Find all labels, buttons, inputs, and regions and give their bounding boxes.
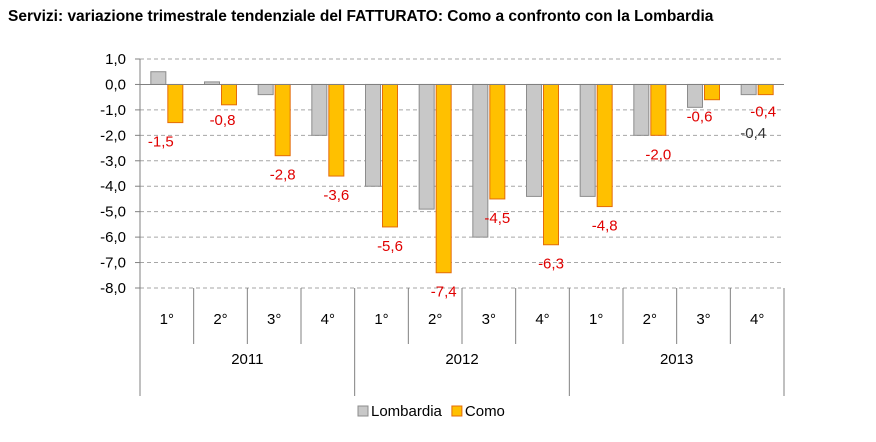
bar-lombardia — [418, 83, 435, 210]
bars-layer — [150, 71, 774, 274]
y-tick-label: 0,0 — [105, 76, 126, 93]
data-label: -2,0 — [645, 146, 671, 163]
bar-como — [489, 83, 506, 200]
y-tick-label: -6,0 — [100, 229, 126, 246]
y-tick-label: -7,0 — [100, 255, 126, 272]
x-tick-label: 4° — [321, 311, 335, 328]
data-label: -5,6 — [377, 238, 403, 255]
x-tick-label: 1° — [374, 311, 388, 328]
bar-como — [328, 83, 345, 177]
legend-label-como: Como — [465, 403, 505, 420]
bar-lombardia — [740, 83, 757, 96]
x-tick-label: 4° — [750, 311, 764, 328]
data-label: -1,5 — [148, 134, 174, 151]
x-tick-label: 2° — [213, 311, 227, 328]
data-label: -4,8 — [592, 218, 618, 235]
legend-swatch-como — [451, 405, 463, 417]
bar-lombardia — [365, 83, 381, 187]
bar-lombardia — [687, 83, 703, 108]
data-label: -6,3 — [538, 256, 564, 273]
grid-layer — [140, 58, 784, 289]
bar-como — [596, 83, 613, 208]
data-label: -0,4 — [750, 104, 776, 121]
bar-lombardia — [579, 83, 596, 197]
bar-lombardia — [526, 83, 542, 197]
y-tick-label: -1,0 — [100, 102, 126, 119]
x-tick-label: 3° — [482, 311, 496, 328]
bar-como — [382, 83, 398, 228]
data-label: -7,4 — [431, 284, 457, 301]
bar-como — [274, 83, 291, 157]
y-tick-label: 1,0 — [105, 51, 126, 68]
year-label: 2012 — [445, 351, 478, 368]
bar-lombardia — [257, 83, 274, 96]
x-tick-label: 3° — [267, 311, 281, 328]
data-label: -0,8 — [210, 112, 236, 129]
x-tick-label: 1° — [160, 311, 174, 328]
chart-title: Servizi: variazione trimestrale tendenzi… — [8, 8, 714, 25]
y-tick-label: -3,0 — [100, 153, 126, 170]
data-label: -0,6 — [687, 109, 713, 126]
bar-como — [543, 83, 559, 246]
axes-layer: 1,0 0,0 -1,0 -2,0 -3,0 -4,0 -5,0 -6,0 -7,0 -8,0 1°… — [100, 51, 785, 396]
bar-lombardia — [150, 71, 167, 85]
year-label: 2013 — [660, 351, 693, 368]
x-tick-label: 3° — [696, 311, 710, 328]
bar-como — [167, 83, 184, 124]
bar-lombardia — [633, 83, 650, 136]
y-tick-label: -5,0 — [100, 204, 126, 221]
x-tick-label: 4° — [535, 311, 549, 328]
y-tick-label: -2,0 — [100, 127, 126, 144]
year-label: 2011 — [231, 351, 263, 368]
bar-como — [757, 83, 774, 96]
bar-como — [435, 83, 452, 274]
bar-como — [704, 83, 720, 101]
data-label: -4,5 — [484, 210, 510, 227]
x-tick-label: 1° — [589, 311, 603, 328]
data-label: -2,8 — [270, 167, 296, 184]
legend: Lombardia Como — [357, 403, 505, 420]
y-tick-label: -8,0 — [100, 280, 126, 297]
legend-label-lombardia: Lombardia — [371, 403, 443, 420]
bar-lombardia — [311, 83, 328, 136]
data-label: -3,6 — [323, 187, 349, 204]
bar-como — [650, 83, 667, 136]
bar-como — [221, 83, 237, 106]
x-tick-label: 2° — [428, 311, 442, 328]
y-tick-label: -4,0 — [100, 178, 126, 195]
x-tick-label: 2° — [643, 311, 657, 328]
data-labels-layer: -1,5 -0,8 -2,8 -3,6 -5,6 -7,4 -4,5 -6,3 -4,8 -2,0… — [148, 104, 776, 301]
data-label: -0,4 — [740, 125, 766, 142]
legend-swatch-lombardia — [357, 405, 369, 417]
